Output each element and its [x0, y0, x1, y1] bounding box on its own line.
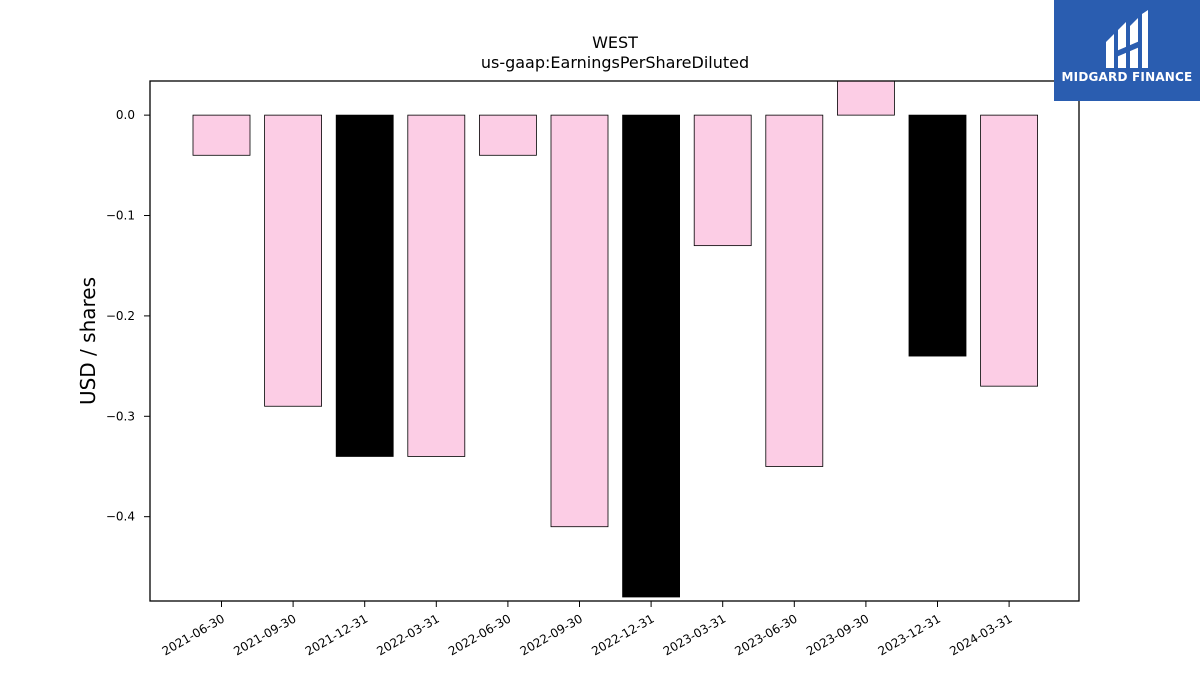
bar-2022-03-31 [407, 114, 466, 457]
brand-name: MIDGARD FINANCE [1061, 70, 1193, 84]
y-axis-label: USD / shares [76, 277, 100, 405]
x-tick-label: 2021-06-30 [160, 611, 227, 658]
plot-frame [149, 80, 1080, 602]
bar-2021-09-30 [264, 114, 323, 407]
bar-2022-12-31 [622, 114, 680, 598]
chart-subtitle: us-gaap:EarningsPerShareDiluted [481, 53, 749, 72]
bar-2022-06-30 [478, 114, 537, 156]
x-tick-label: 2021-12-31 [303, 611, 370, 658]
x-tick-label: 2023-06-30 [732, 611, 799, 658]
y-tick-label: −0.2 [106, 309, 135, 323]
x-tick-label: 2024-03-31 [947, 611, 1014, 658]
x-tick-label: 2023-09-30 [804, 611, 871, 658]
bar-2021-12-31 [335, 114, 394, 457]
y-tick-label: −0.3 [106, 409, 135, 423]
bar-2024-03-31 [980, 114, 1038, 387]
y-tick-label: −0.4 [106, 510, 135, 524]
y-tick-label: −0.1 [106, 209, 135, 223]
bar-2023-03-31 [693, 114, 752, 247]
bars-group [192, 80, 1038, 598]
brand-logo: MIDGARD FINANCE [1054, 0, 1200, 101]
chart-title: WEST [592, 33, 638, 52]
x-tick-label: 2022-09-30 [518, 611, 585, 658]
midgard-logo-icon [1106, 10, 1148, 68]
x-tick-label: 2021-09-30 [231, 611, 298, 658]
x-tick-label: 2022-12-31 [589, 611, 656, 658]
x-tick-label: 2023-03-31 [661, 611, 728, 658]
x-tick-label: 2023-12-31 [876, 611, 943, 658]
x-tick-label: 2022-03-31 [374, 611, 441, 658]
y-tick-label: 0.0 [116, 108, 135, 122]
bar-2021-06-30 [192, 114, 251, 156]
x-tick-label: 2022-06-30 [446, 611, 513, 658]
bar-2022-09-30 [550, 114, 609, 528]
x-ticks-group: 2021-06-30 2021-09-30 2021-12-31 2022-03-31… [160, 601, 1015, 658]
bar-2023-12-31 [908, 114, 967, 357]
bar-2023-06-30 [765, 114, 824, 467]
y-ticks-group: 0.0 −0.1 −0.2 −0.3 −0.4 [106, 108, 150, 524]
bar-2023-09-30 [837, 80, 895, 116]
